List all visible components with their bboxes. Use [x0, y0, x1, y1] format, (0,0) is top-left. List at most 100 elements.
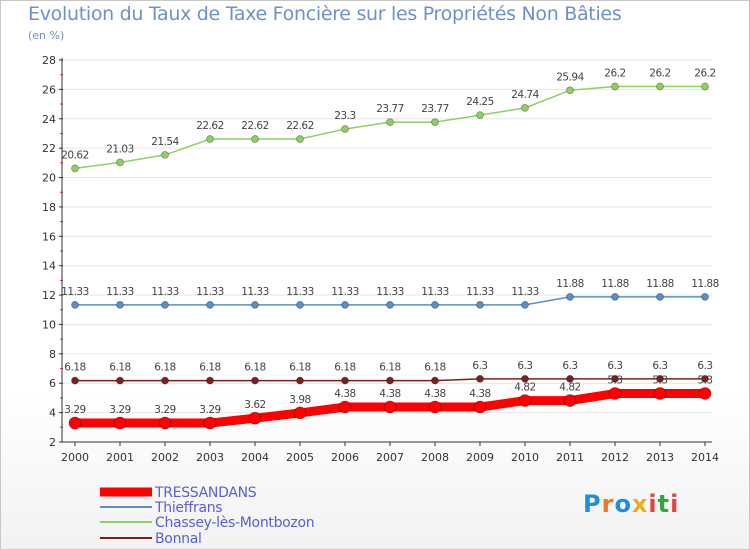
data-point-chassey — [386, 118, 394, 127]
data-point-chassey — [431, 118, 439, 127]
data-label-tressandans: 3.98 — [289, 394, 310, 406]
x-tick-label: 2004 — [241, 451, 269, 464]
logo-letter: t — [657, 490, 671, 518]
data-label-thieffrans: 11.33 — [196, 286, 224, 298]
data-label-tressandans: 5.3 — [652, 375, 667, 387]
data-point-bonnal — [476, 374, 484, 383]
x-tick-label: 2012 — [601, 451, 629, 464]
data-label-thieffrans: 11.33 — [241, 286, 269, 298]
logo-letter: r — [601, 490, 615, 518]
data-label-chassey: 23.3 — [334, 110, 355, 122]
data-point-bonnal — [431, 376, 439, 385]
data-label-tressandans: 3.29 — [199, 404, 220, 416]
data-label-chassey: 23.77 — [421, 103, 449, 115]
logo-letter: i — [670, 490, 680, 518]
data-point-tressandans — [473, 400, 487, 414]
data-point-bonnal — [341, 376, 349, 385]
y-tick-label: 10 — [42, 318, 56, 331]
data-label-thieffrans: 11.88 — [556, 278, 584, 290]
data-label-chassey: 26.2 — [604, 67, 625, 79]
data-label-bonnal: 6.3 — [607, 360, 622, 372]
y-tick-label: 14 — [42, 260, 56, 273]
data-label-bonnal: 6.3 — [472, 360, 487, 372]
data-label-thieffrans: 11.88 — [601, 278, 629, 290]
y-tick-label: 4 — [49, 407, 56, 420]
y-tick-label: 24 — [42, 113, 56, 126]
data-point-thieffrans — [341, 301, 349, 309]
data-point-thieffrans — [476, 301, 484, 309]
data-label-chassey: 20.62 — [61, 149, 89, 161]
data-point-thieffrans — [431, 301, 439, 309]
data-label-thieffrans: 11.33 — [466, 286, 494, 298]
data-label-bonnal: 6.3 — [652, 360, 667, 372]
data-label-bonnal: 6.18 — [109, 362, 130, 374]
legend-label-bonnal: Bonnal — [155, 531, 202, 547]
proxiti-logo: Proxiti — [583, 490, 679, 518]
data-point-chassey — [476, 111, 484, 119]
data-point-chassey — [566, 86, 574, 95]
data-point-tressandans — [248, 411, 262, 425]
data-label-bonnal: 6.18 — [379, 362, 400, 374]
data-label-bonnal: 6.18 — [244, 362, 265, 374]
data-label-tressandans: 4.38 — [424, 388, 445, 400]
data-point-thieffrans — [206, 301, 214, 309]
data-label-bonnal: 6.3 — [697, 360, 712, 372]
data-label-bonnal: 6.18 — [154, 362, 175, 374]
legend-label-tressandans: TRESSANDANS — [154, 485, 257, 501]
data-label-tressandans: 3.62 — [244, 399, 265, 411]
data-point-thieffrans — [566, 292, 574, 301]
y-tick-label: 28 — [42, 54, 56, 67]
data-label-tressandans: 4.82 — [559, 382, 580, 394]
data-point-tressandans — [428, 400, 442, 414]
data-label-bonnal: 6.3 — [517, 360, 532, 372]
data-label-thieffrans: 11.33 — [376, 286, 404, 298]
data-point-bonnal — [656, 374, 664, 383]
data-label-chassey: 24.74 — [511, 89, 539, 101]
data-point-tressandans — [338, 400, 352, 414]
data-label-bonnal: 6.3 — [562, 360, 577, 372]
x-tick-label: 2001 — [106, 451, 134, 464]
data-label-chassey: 22.62 — [241, 120, 269, 132]
data-point-chassey — [611, 82, 619, 91]
data-point-bonnal — [566, 374, 574, 383]
data-point-bonnal — [161, 376, 169, 385]
y-tick-label: 16 — [42, 230, 56, 243]
data-label-thieffrans: 11.33 — [331, 286, 359, 298]
data-label-chassey: 21.54 — [151, 136, 179, 148]
data-point-thieffrans — [611, 292, 619, 301]
data-point-chassey — [161, 151, 169, 159]
data-label-thieffrans: 11.33 — [61, 286, 89, 298]
data-point-bonnal — [251, 376, 259, 385]
data-label-bonnal: 6.18 — [334, 362, 355, 374]
data-label-thieffrans: 11.33 — [106, 286, 134, 298]
data-point-bonnal — [296, 376, 304, 385]
x-tick-label: 2006 — [331, 451, 359, 464]
x-tick-label: 2011 — [556, 451, 584, 464]
data-label-chassey: 21.03 — [106, 143, 134, 155]
x-tick-label: 2010 — [511, 451, 539, 464]
data-point-tressandans — [203, 416, 217, 430]
data-label-chassey: 23.77 — [376, 103, 404, 115]
data-point-tressandans — [608, 387, 622, 400]
data-label-thieffrans: 11.33 — [151, 286, 179, 298]
x-tick-label: 2014 — [691, 451, 719, 464]
data-point-bonnal — [386, 376, 394, 385]
data-point-tressandans — [68, 416, 82, 430]
data-point-tressandans — [158, 416, 172, 430]
legend-label-chassey: Chassey-lès-Montbozon — [155, 515, 314, 531]
y-axis-unit: (en %) — [28, 29, 65, 42]
data-point-thieffrans — [386, 301, 394, 309]
data-point-chassey — [116, 158, 124, 167]
data-point-bonnal — [611, 374, 619, 383]
data-point-chassey — [251, 135, 259, 143]
data-label-thieffrans: 11.33 — [286, 286, 314, 298]
data-label-tressandans: 3.29 — [109, 404, 130, 416]
data-label-bonnal: 6.18 — [199, 362, 220, 374]
data-point-bonnal — [521, 374, 529, 383]
x-tick-label: 2003 — [196, 451, 224, 464]
data-label-chassey: 22.62 — [196, 120, 224, 132]
data-label-tressandans: 4.38 — [334, 388, 355, 400]
data-label-chassey: 25.94 — [556, 71, 584, 83]
